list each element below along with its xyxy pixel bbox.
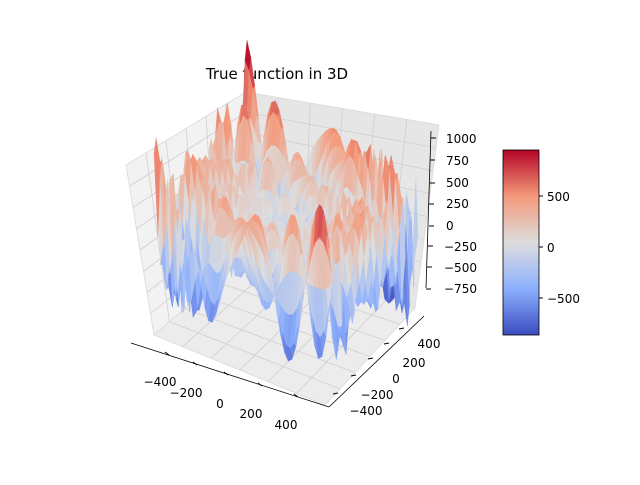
axis-lines (130, 130, 432, 408)
z-tick-label: −500 (444, 261, 477, 275)
colorbar-tick-label: −500 (547, 292, 580, 306)
z-tick-label: 0 (446, 219, 454, 233)
x-tick-label: −200 (170, 386, 203, 400)
surface-patch (153, 137, 161, 236)
y-tick-label: 400 (418, 337, 441, 351)
colorbar-tick-label: 0 (547, 241, 555, 255)
y-tick-label: −200 (361, 388, 394, 402)
x-tick-label: 200 (240, 407, 263, 421)
y-tick-label: 200 (403, 356, 426, 370)
y-tick-label: −400 (350, 404, 383, 418)
z-tick-label: 1000 (446, 132, 477, 146)
z-tick-label: −750 (444, 282, 477, 296)
z-ticks: −750 −500 −250 0 250 500 750 1000 (426, 132, 477, 296)
x-ticks: −400 −200 0 200 400 (144, 351, 299, 432)
z-tick-label: 750 (446, 154, 469, 168)
z-axis-line (425, 130, 432, 289)
surface (153, 40, 419, 362)
grid-line (296, 298, 388, 394)
z-tick-label: 500 (446, 176, 469, 190)
x-tick-label: 0 (216, 397, 224, 411)
x-axis-line (130, 342, 330, 408)
y-ticks: −400 −200 0 200 400 (332, 327, 441, 418)
x-tick-label: 400 (275, 418, 298, 432)
chart-title: True function in 3D (205, 65, 348, 83)
z-tick-label: 250 (446, 197, 469, 211)
y-axis-line (328, 315, 425, 408)
colorbar: 500 0 −500 (502, 149, 580, 336)
colorbar-gradient (502, 149, 540, 336)
x-tick-label: −400 (144, 375, 177, 389)
colorbar-tick-label: 500 (547, 190, 570, 204)
z-tick-label: −250 (444, 240, 477, 254)
y-tick-label: 0 (392, 372, 400, 386)
